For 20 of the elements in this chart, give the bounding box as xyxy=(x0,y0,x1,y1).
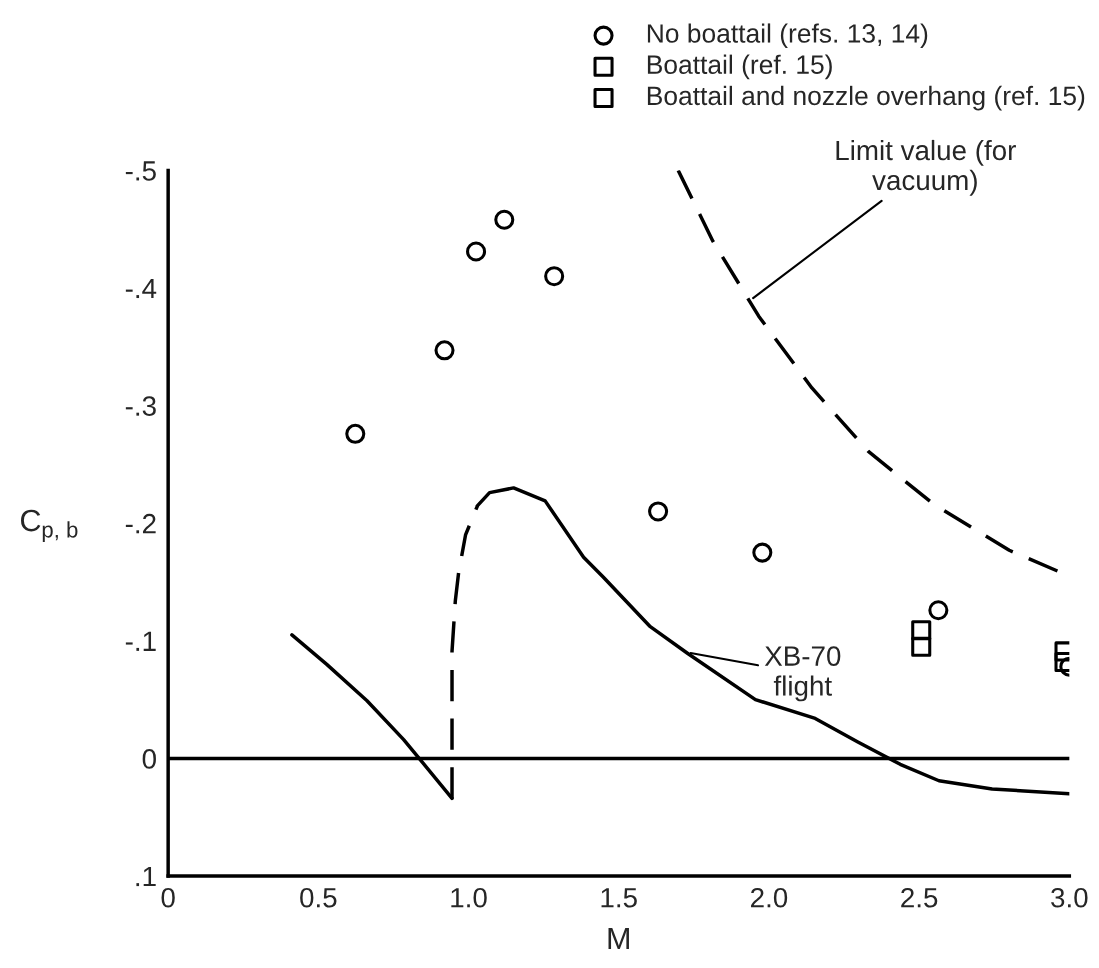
y-tick-label: -.2 xyxy=(125,513,156,534)
annotation: Limit value (for vacuum) xyxy=(836,139,1016,196)
x-tick-label: 2.0 xyxy=(751,887,788,908)
y-tick-label: -.5 xyxy=(125,161,156,181)
y-tick-label: 0 xyxy=(142,749,156,769)
y-tick-label: .1 xyxy=(136,866,156,887)
y-tick-label: -.1 xyxy=(125,631,156,651)
x-tick-label: 0.5 xyxy=(300,887,337,908)
y-tick-label: -.4 xyxy=(125,278,157,299)
x-axis-title: M xyxy=(608,928,629,950)
legend-label: No boattail (refs. 13, 14) xyxy=(647,23,928,49)
x-tick-label: 2.5 xyxy=(901,887,938,908)
x-tick-label: 3.0 xyxy=(1051,887,1088,908)
annotation: XB-70 flight xyxy=(764,646,841,702)
x-tick-label: 0 xyxy=(161,887,175,908)
legend-label: Boattail (ref. 15) xyxy=(647,54,832,80)
x-tick-label: 1.5 xyxy=(601,888,637,908)
legend-label: Boattail and nozzle overhang (ref. 15) xyxy=(647,85,1085,111)
x-tick-label: 1.0 xyxy=(451,887,487,908)
y-tick-label: -.3 xyxy=(125,396,156,416)
